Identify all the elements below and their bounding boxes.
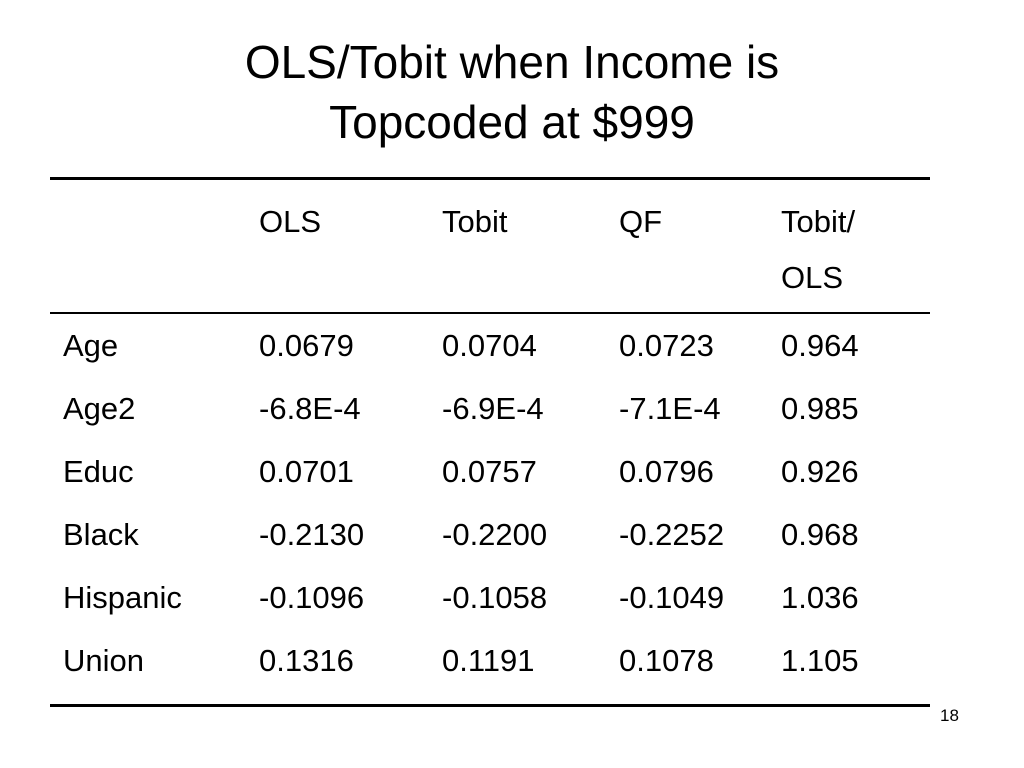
cell-tobit: 0.1191 <box>442 629 619 707</box>
row-variable: Age2 <box>63 391 136 426</box>
slide-title: OLS/Tobit when Income is Topcoded at $99… <box>0 32 1024 152</box>
table-header-row: OLS Tobit QF Tobit/ OLS <box>50 177 930 314</box>
cell-ratio: 1.105 <box>781 629 930 707</box>
table-row: Age2 -6.8E-4 -6.9E-4 -7.1E-4 0.985 <box>50 377 930 440</box>
row-variable: Hispanic <box>63 580 182 615</box>
cell-qf: -0.2252 <box>619 517 725 552</box>
header-ols: OLS <box>259 177 442 314</box>
cell-qf: 0.0723 <box>619 328 714 363</box>
row-variable: Educ <box>63 454 134 489</box>
slide-title-line-2: Topcoded at $999 <box>329 96 695 148</box>
cell-ols: -0.1096 <box>259 580 365 615</box>
table-row: Union 0.1316 0.1191 0.1078 1.105 <box>50 629 930 707</box>
cell-ols: -0.2130 <box>259 517 365 552</box>
cell-qf: 0.0796 <box>619 454 714 489</box>
header-qf: QF <box>619 177 781 314</box>
cell-tobit: 0.0757 <box>442 454 537 489</box>
cell-qf: -7.1E-4 <box>619 391 721 426</box>
table-row: Hispanic -0.1096 -0.1058 -0.1049 1.036 <box>50 566 930 629</box>
cell-ratio: 1.036 <box>781 580 859 615</box>
cell-ols: -6.8E-4 <box>259 391 361 426</box>
results-table: OLS Tobit QF Tobit/ OLS Age 0.0679 0.070… <box>50 177 930 707</box>
page-number: 18 <box>940 706 959 725</box>
cell-tobit: -0.1058 <box>442 580 548 615</box>
cell-ols: 0.1316 <box>259 629 442 707</box>
cell-ratio: 0.926 <box>781 454 859 489</box>
header-ratio-line-2: OLS <box>781 260 844 295</box>
cell-ratio: 0.964 <box>781 328 859 363</box>
header-tobit-ols-ratio: Tobit/ OLS <box>781 177 930 314</box>
header-variable <box>50 177 259 314</box>
cell-ols: 0.0679 <box>259 328 354 363</box>
cell-tobit: -0.2200 <box>442 517 548 552</box>
cell-qf: -0.1049 <box>619 580 725 615</box>
cell-ols: 0.0701 <box>259 454 354 489</box>
row-variable: Age <box>63 328 119 363</box>
cell-ratio: 0.968 <box>781 517 859 552</box>
cell-qf: 0.1078 <box>619 629 781 707</box>
table-row: Educ 0.0701 0.0757 0.0796 0.926 <box>50 440 930 503</box>
cell-tobit: 0.0704 <box>442 328 537 363</box>
row-variable: Black <box>63 517 139 552</box>
cell-ratio: 0.985 <box>781 391 859 426</box>
cell-tobit: -6.9E-4 <box>442 391 544 426</box>
header-ratio-line-1: Tobit/ <box>781 204 856 239</box>
table-row: Black -0.2130 -0.2200 -0.2252 0.968 <box>50 503 930 566</box>
table-row: Age 0.0679 0.0704 0.0723 0.964 <box>50 313 930 377</box>
slide-title-line-1: OLS/Tobit when Income is <box>244 36 780 88</box>
row-variable: Union <box>50 629 259 707</box>
header-tobit: Tobit <box>442 177 619 314</box>
